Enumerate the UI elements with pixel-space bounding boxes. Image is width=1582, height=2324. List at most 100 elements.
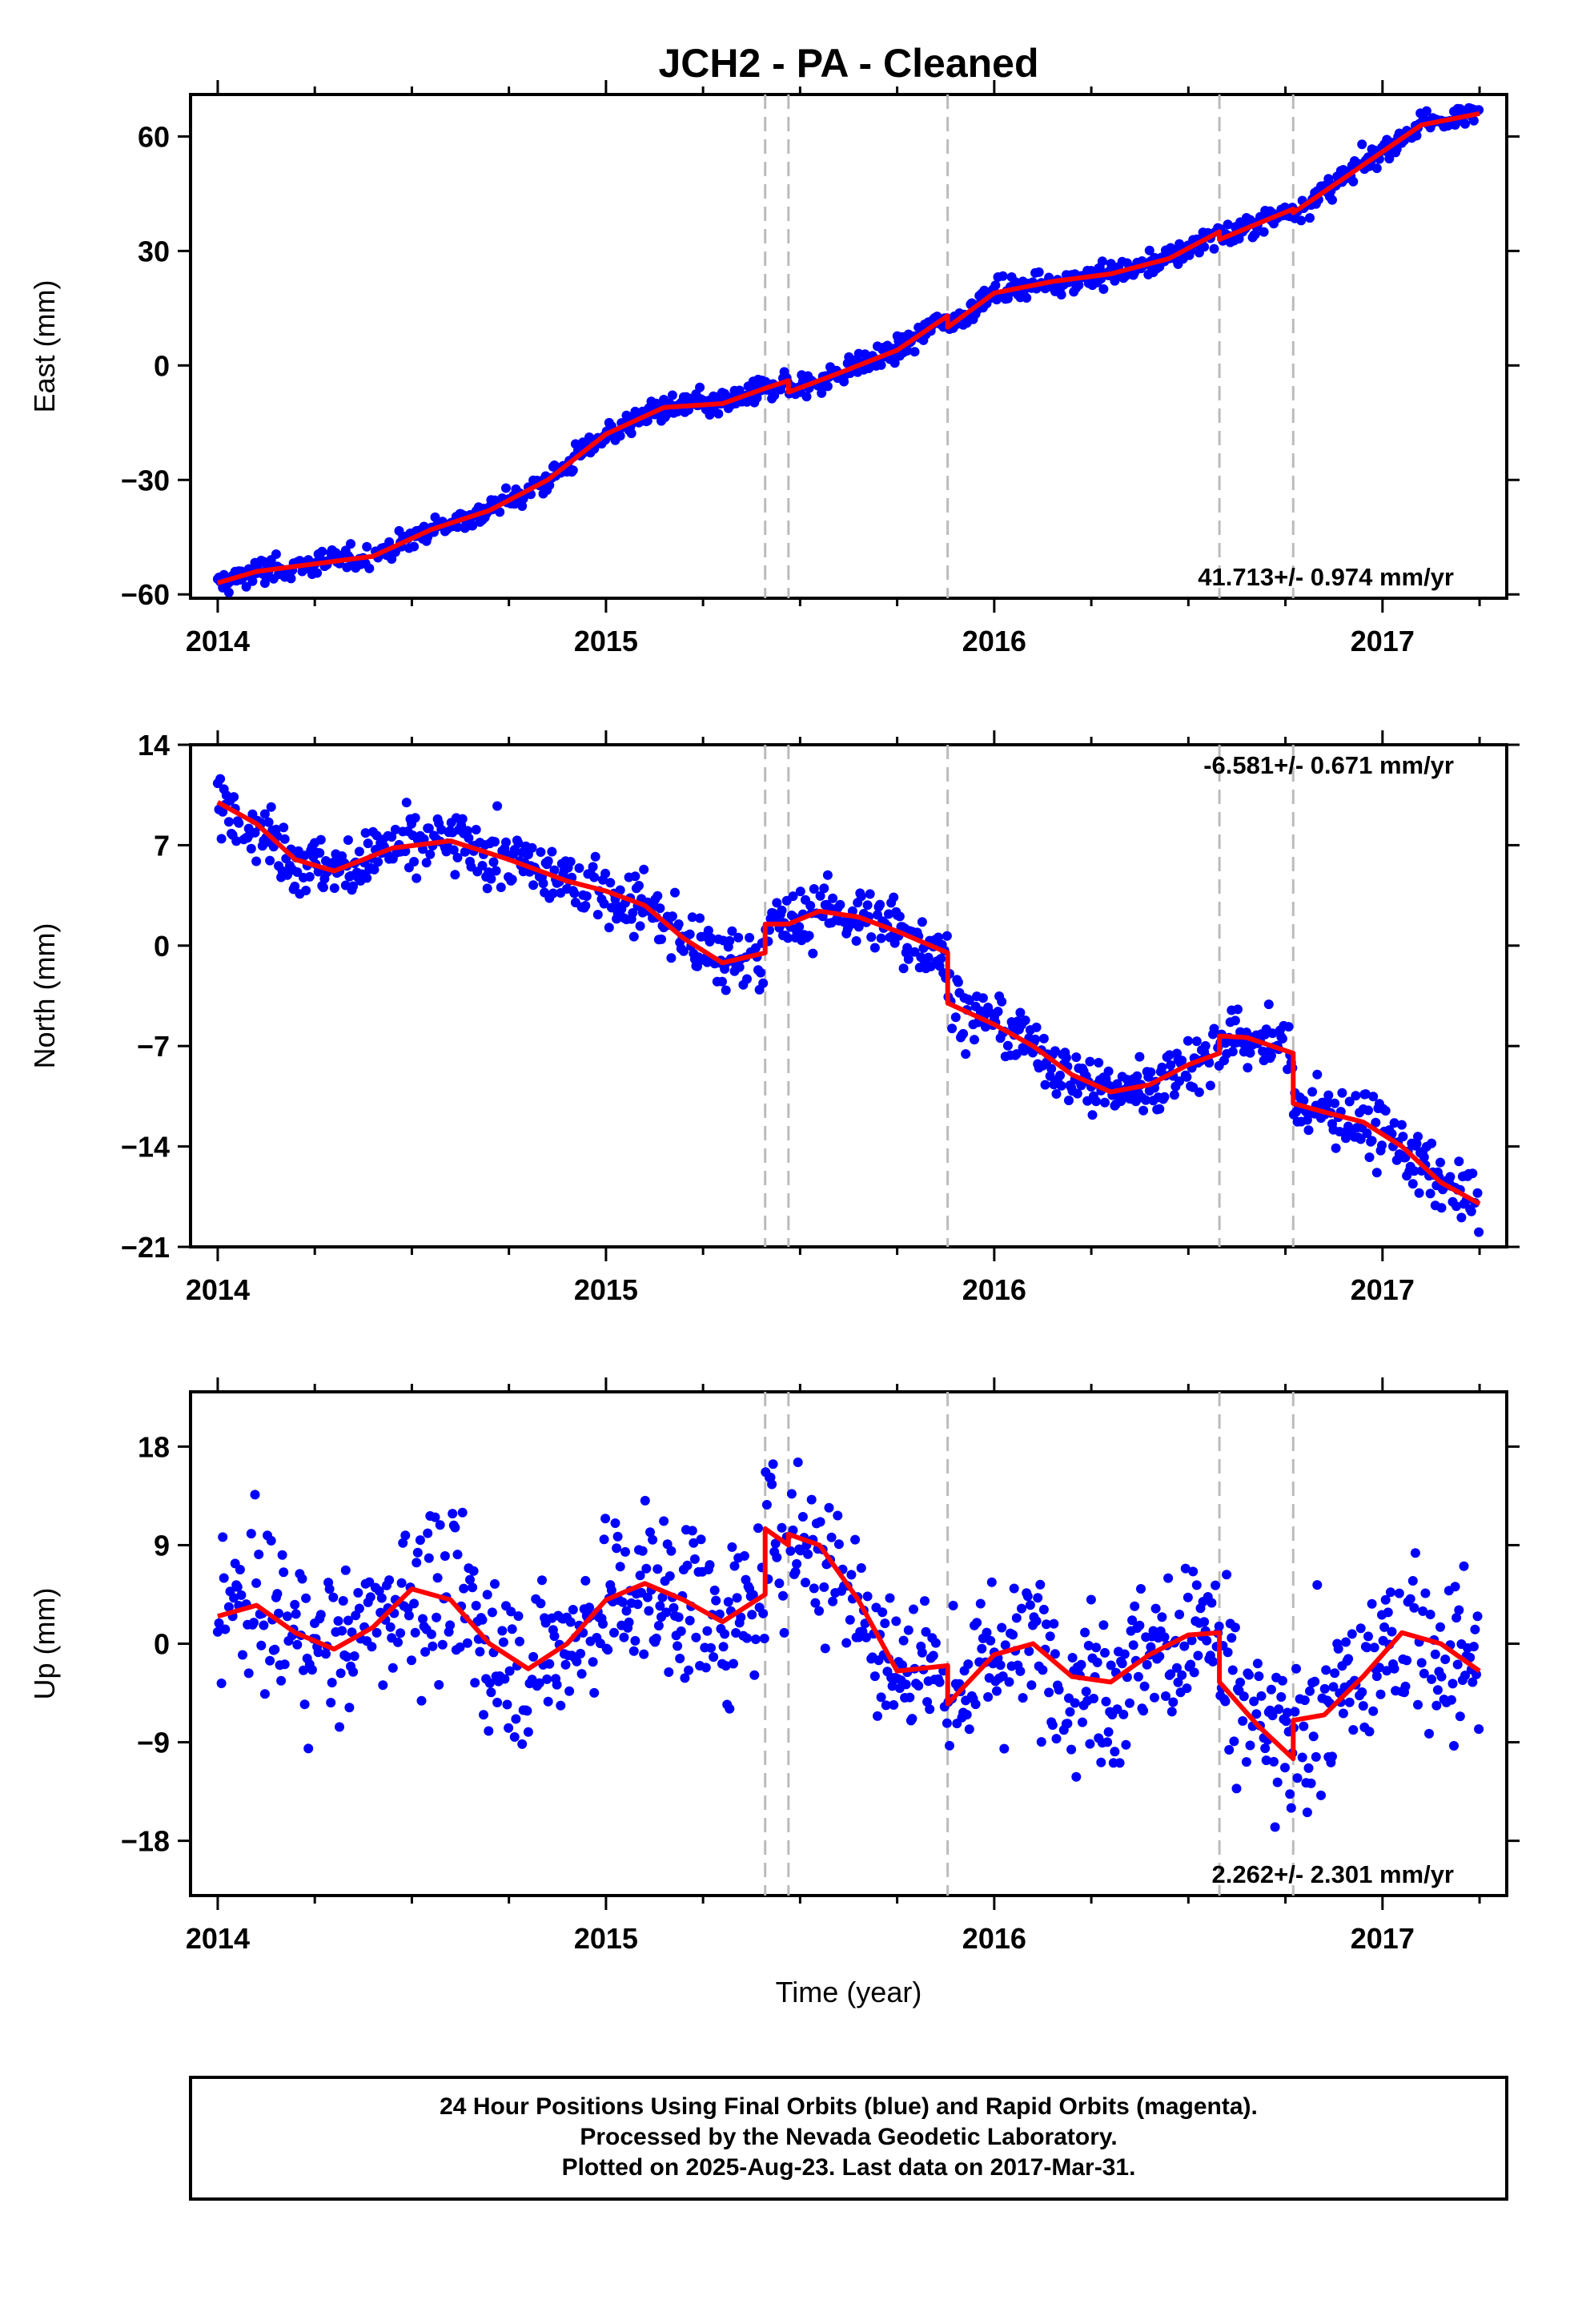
data-point: [459, 1583, 469, 1594]
data-point: [1071, 1771, 1082, 1782]
data-point: [347, 1627, 357, 1638]
x-tick-label: 2017: [1351, 1273, 1415, 1306]
data-point: [1235, 1677, 1246, 1687]
data-point: [1146, 1642, 1156, 1652]
data-point: [266, 1535, 276, 1546]
velocity-label: -6.581+/- 0.671 mm/yr: [1203, 751, 1454, 779]
data-point: [604, 923, 614, 933]
data-point: [1348, 1725, 1359, 1735]
data-point: [1302, 1807, 1312, 1818]
data-point: [1338, 1708, 1348, 1719]
data-point: [684, 1665, 694, 1675]
data-point: [1252, 1659, 1263, 1669]
data-point: [318, 883, 328, 893]
data-point: [630, 1635, 640, 1646]
data-point: [685, 929, 695, 939]
data-point: [536, 1598, 546, 1609]
data-point: [321, 1649, 331, 1659]
data-point: [1357, 1687, 1367, 1697]
data-point: [549, 865, 560, 875]
data-point: [1276, 1692, 1287, 1702]
data-point: [788, 891, 798, 902]
data-point: [1066, 1744, 1077, 1755]
data-point: [628, 908, 638, 918]
data-point: [279, 1659, 290, 1670]
data-point: [1118, 1709, 1129, 1719]
data-point: [412, 873, 422, 883]
data-point: [509, 1732, 520, 1742]
data-point: [809, 884, 819, 894]
data-point: [875, 899, 885, 910]
data-point: [640, 1495, 650, 1506]
data-point: [1360, 1089, 1371, 1100]
data-point: [1436, 1671, 1447, 1682]
data-point: [527, 842, 537, 853]
data-point: [732, 1593, 742, 1603]
data-point: [1367, 1136, 1377, 1146]
y-tick-label: 0: [154, 930, 170, 963]
y-axis-label: Up (mm): [28, 1588, 61, 1700]
data-point: [482, 1590, 492, 1600]
data-point: [1411, 1139, 1422, 1149]
data-point: [1281, 1716, 1291, 1727]
data-point: [877, 1607, 888, 1618]
data-point: [1071, 1052, 1082, 1063]
data-point: [615, 1562, 625, 1572]
data-point: [1269, 1756, 1279, 1767]
y-tick-label: 7: [154, 829, 170, 862]
data-point: [920, 1596, 930, 1606]
data-point: [1283, 1707, 1293, 1718]
data-point: [1344, 1096, 1355, 1107]
data-point: [335, 1722, 344, 1732]
data-point: [695, 913, 705, 923]
data-point: [815, 891, 825, 901]
data-point: [986, 1635, 996, 1646]
data-point: [983, 1692, 994, 1702]
data-point: [804, 931, 814, 941]
data-point: [750, 1634, 761, 1644]
data-point: [501, 837, 511, 847]
data-point: [1230, 1015, 1240, 1026]
data-point: [527, 1675, 537, 1685]
data-point: [1450, 1582, 1460, 1592]
data-point: [1009, 1583, 1019, 1594]
data-point: [549, 1631, 560, 1642]
data-point: [1389, 1118, 1399, 1128]
data-point: [246, 1529, 256, 1539]
data-point: [1270, 1822, 1280, 1832]
data-point: [1249, 1696, 1259, 1707]
data-point: [1222, 1570, 1232, 1580]
data-point: [506, 1606, 516, 1617]
data-point: [1134, 1620, 1145, 1630]
data-point: [774, 1578, 785, 1589]
data-point: [846, 1570, 857, 1580]
data-point: [1224, 1745, 1235, 1755]
data-point: [599, 899, 609, 909]
data-point: [256, 1640, 267, 1651]
data-point: [363, 838, 373, 849]
y-tick-label: 14: [138, 729, 170, 762]
data-point: [1327, 1751, 1337, 1762]
data-point: [797, 1512, 808, 1522]
data-point: [999, 1743, 1010, 1754]
data-point: [1100, 1647, 1110, 1658]
data-point: [634, 880, 644, 891]
data-point: [1045, 1071, 1055, 1081]
data-point: [565, 857, 576, 866]
data-point: [793, 1458, 803, 1467]
data-point: [1374, 1663, 1384, 1673]
data-point: [734, 962, 745, 972]
data-point: [1364, 1727, 1375, 1737]
data-point: [713, 408, 724, 419]
data-point: [1303, 1125, 1314, 1136]
data-point: [617, 1597, 628, 1607]
data-point: [1267, 1711, 1278, 1721]
data-point: [772, 1552, 782, 1562]
data-point: [1435, 1157, 1445, 1168]
data-point: [599, 1534, 609, 1545]
data-point: [1200, 1041, 1211, 1051]
data-point: [1214, 1621, 1224, 1631]
data-point: [223, 1602, 234, 1612]
data-point: [504, 1723, 514, 1733]
data-point: [942, 1718, 952, 1728]
